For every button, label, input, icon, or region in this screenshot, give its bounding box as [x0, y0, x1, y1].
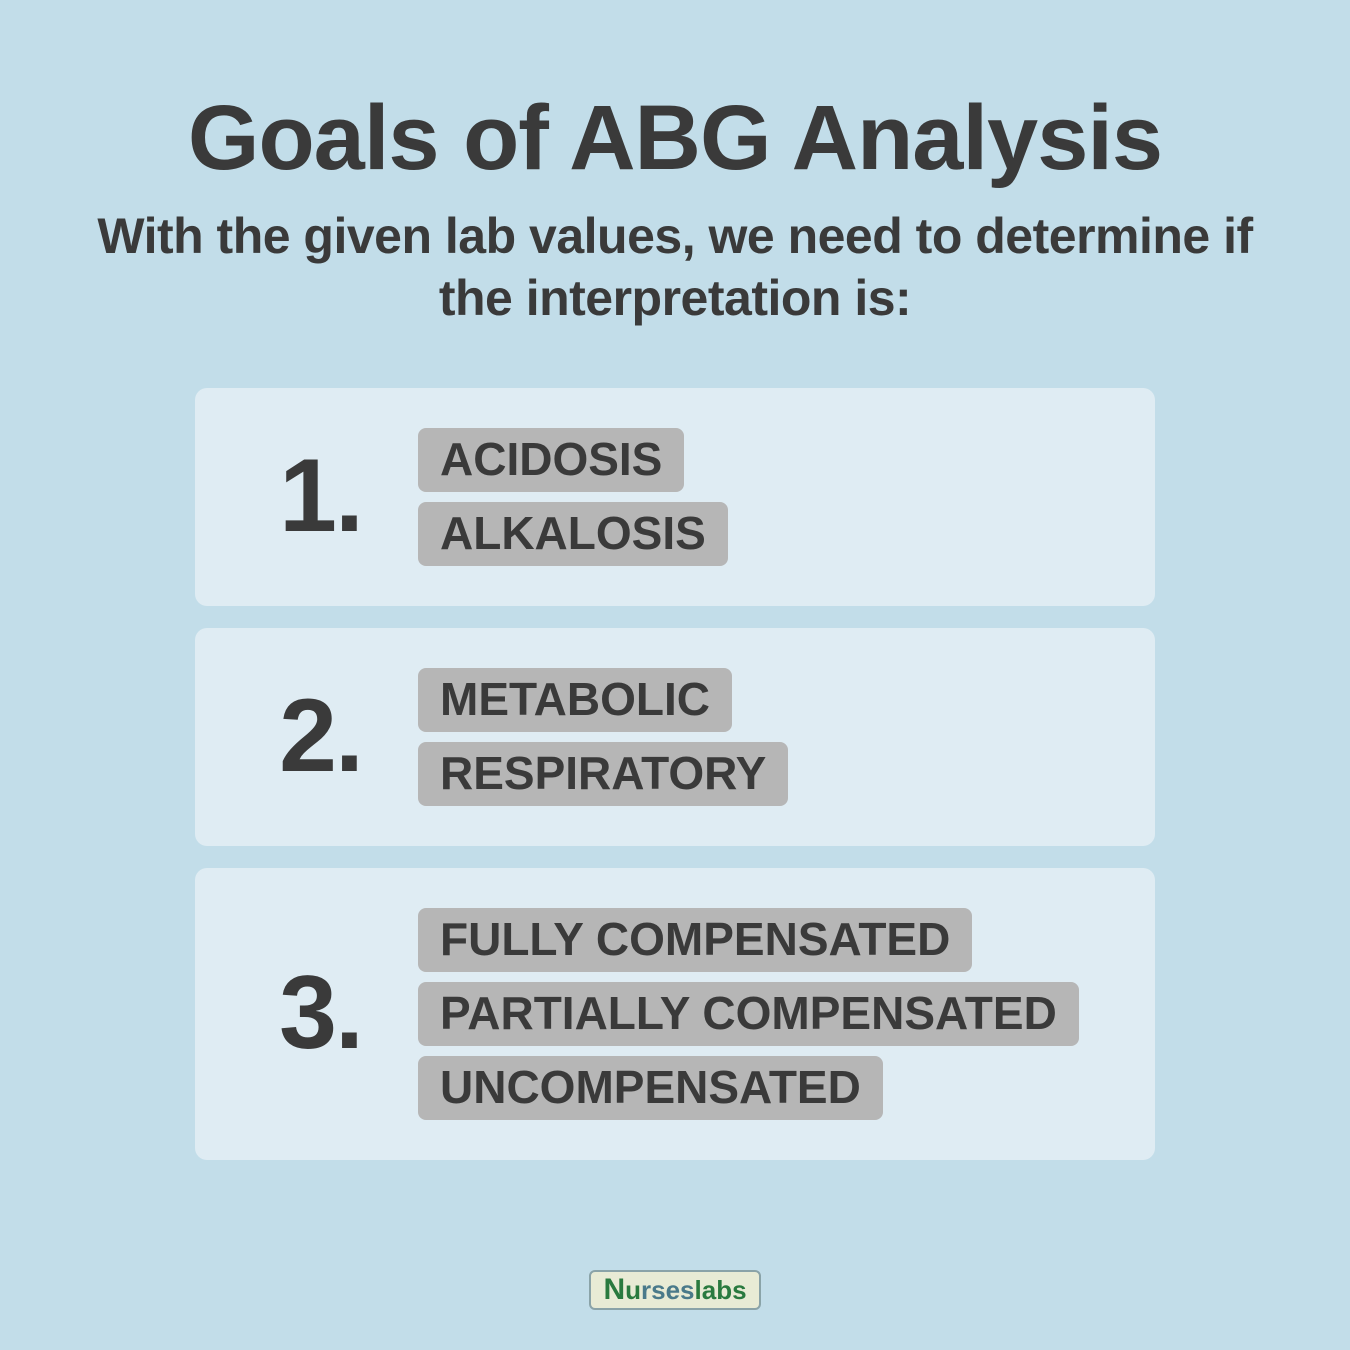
logo-text-u: u [625, 1277, 641, 1303]
card-1: 1. ACIDOSIS ALKALOSIS [195, 388, 1155, 606]
card-list: 1. ACIDOSIS ALKALOSIS 2. METABOLIC RESPI… [195, 388, 1155, 1160]
card-number: 3. [223, 954, 418, 1073]
tag-metabolic: METABOLIC [418, 668, 732, 732]
tag-uncompensated: UNCOMPENSATED [418, 1056, 883, 1120]
tag-acidosis: ACIDOSIS [418, 428, 684, 492]
nurseslabs-logo: N u rses labs [589, 1270, 760, 1310]
card-number: 1. [223, 437, 418, 556]
logo-container: N u rses labs [0, 1270, 1350, 1310]
logo-text-n: N [603, 1275, 625, 1305]
tag-respiratory: RESPIRATORY [418, 742, 788, 806]
logo-text-labs: labs [695, 1277, 747, 1303]
tag-group: METABOLIC RESPIRATORY [418, 668, 788, 806]
card-number: 2. [223, 677, 418, 796]
page: Goals of ABG Analysis With the given lab… [0, 0, 1350, 1350]
card-2: 2. METABOLIC RESPIRATORY [195, 628, 1155, 846]
tag-fully-compensated: FULLY COMPENSATED [418, 908, 972, 972]
tag-group: FULLY COMPENSATED PARTIALLY COMPENSATED … [418, 908, 1079, 1120]
card-3: 3. FULLY COMPENSATED PARTIALLY COMPENSAT… [195, 868, 1155, 1160]
logo-text-rses: rses [641, 1277, 695, 1303]
page-title: Goals of ABG Analysis [188, 90, 1162, 187]
tag-group: ACIDOSIS ALKALOSIS [418, 428, 728, 566]
tag-partially-compensated: PARTIALLY COMPENSATED [418, 982, 1079, 1046]
page-subtitle: With the given lab values, we need to de… [70, 205, 1280, 330]
tag-alkalosis: ALKALOSIS [418, 502, 728, 566]
